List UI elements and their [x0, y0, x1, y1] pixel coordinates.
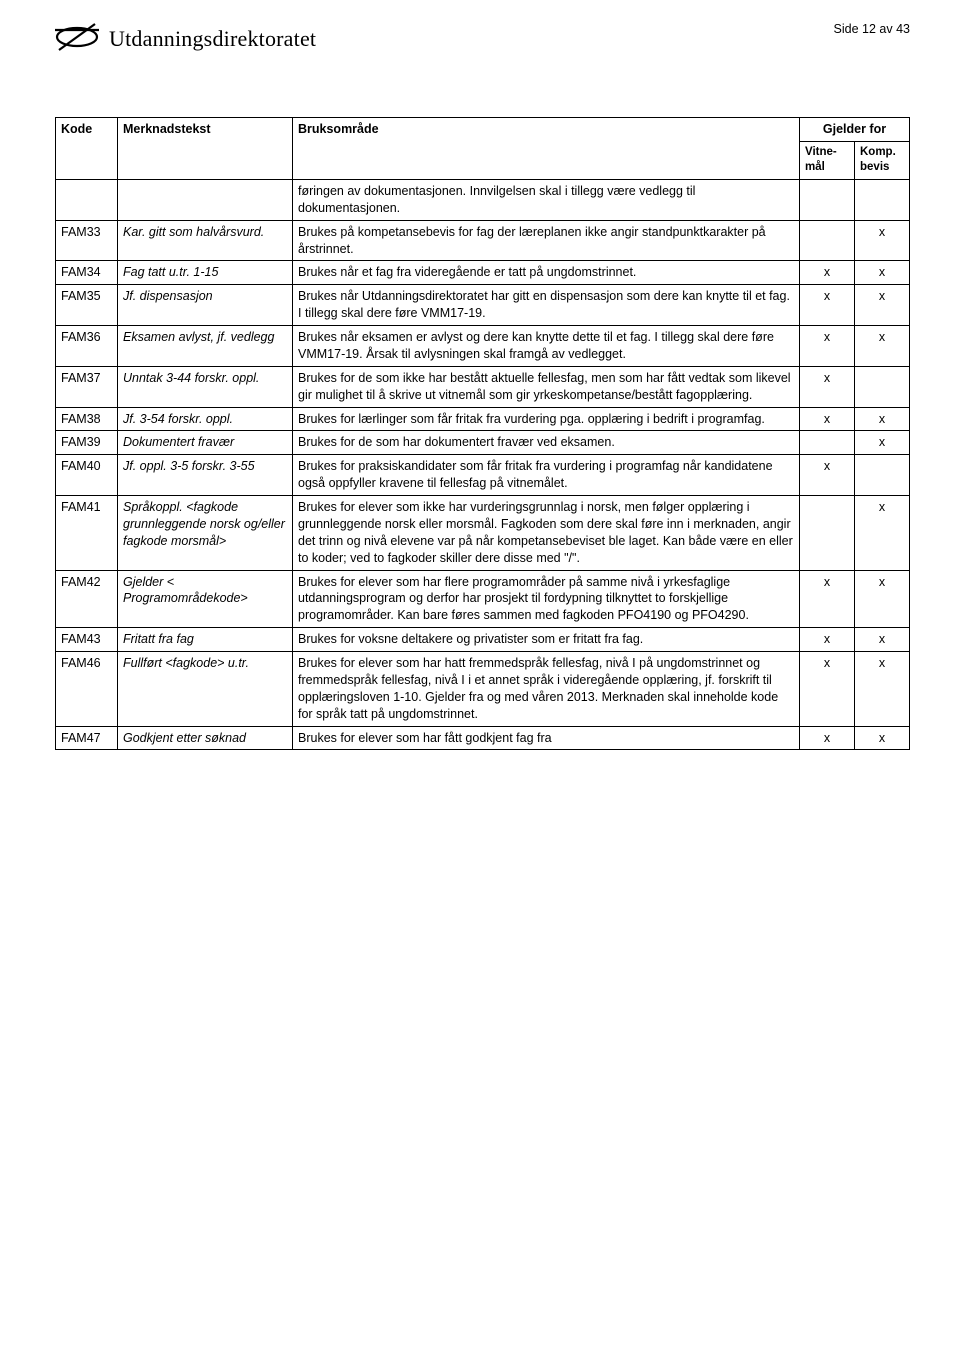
table-row: FAM41Språkoppl. <fagkode grunnleggende n…	[56, 496, 910, 571]
cell-vitnemal: x	[800, 455, 855, 496]
cell-bruk: Brukes for elever som har hatt fremmedsp…	[293, 652, 800, 727]
cell-vitnemal: x	[800, 261, 855, 285]
cell-kompbevis: x	[855, 220, 910, 261]
cell-merknad: Fag tatt u.tr. 1-15	[118, 261, 293, 285]
cell-merknad: Jf. oppl. 3-5 forskr. 3-55	[118, 455, 293, 496]
cell-bruk: Brukes for voksne deltakere og privatist…	[293, 628, 800, 652]
col-header-bruk: Bruksområde	[293, 118, 800, 180]
cell-vitnemal: x	[800, 652, 855, 727]
cell-vitnemal: x	[800, 407, 855, 431]
org-logo-block: Utdanningsdirektoratet	[55, 20, 316, 57]
cell-kode	[56, 179, 118, 220]
org-name: Utdanningsdirektoratet	[109, 26, 316, 52]
cell-vitnemal: x	[800, 285, 855, 326]
table-body: føringen av dokumentasjonen. Innvilgelse…	[56, 179, 910, 750]
table-row: føringen av dokumentasjonen. Innvilgelse…	[56, 179, 910, 220]
cell-kompbevis: x	[855, 496, 910, 571]
cell-vitnemal	[800, 496, 855, 571]
cell-bruk: Brukes på kompetansebevis for fag der læ…	[293, 220, 800, 261]
cell-kode: FAM36	[56, 326, 118, 367]
document-page: Utdanningsdirektoratet Side 12 av 43 Kod…	[0, 0, 960, 790]
cell-kompbevis	[855, 179, 910, 220]
table-row: FAM42Gjelder < Programområdekode>Brukes …	[56, 570, 910, 628]
cell-merknad: Godkjent etter søknad	[118, 726, 293, 750]
cell-kompbevis: x	[855, 407, 910, 431]
cell-kompbevis	[855, 455, 910, 496]
cell-kode: FAM43	[56, 628, 118, 652]
col-header-gjelder: Gjelder for	[800, 118, 910, 142]
cell-vitnemal: x	[800, 326, 855, 367]
cell-vitnemal	[800, 220, 855, 261]
cell-bruk: Brukes for de som ikke har bestått aktue…	[293, 366, 800, 407]
cell-bruk: Brukes for elever som har flere programo…	[293, 570, 800, 628]
cell-kode: FAM46	[56, 652, 118, 727]
col-header-merknad: Merknadstekst	[118, 118, 293, 180]
cell-kompbevis: x	[855, 326, 910, 367]
cell-bruk: Brukes for de som har dokumentert fravær…	[293, 431, 800, 455]
cell-kode: FAM38	[56, 407, 118, 431]
cell-kode: FAM37	[56, 366, 118, 407]
cell-bruk: Brukes for lærlinger som får fritak fra …	[293, 407, 800, 431]
cell-merknad: Språkoppl. <fagkode grunnleggende norsk …	[118, 496, 293, 571]
table-row: FAM47Godkjent etter søknadBrukes for ele…	[56, 726, 910, 750]
cell-bruk: Brukes for praksiskandidater som får fri…	[293, 455, 800, 496]
table-row: FAM34Fag tatt u.tr. 1-15Brukes når et fa…	[56, 261, 910, 285]
cell-bruk: Brukes for elever som ikke har vurdering…	[293, 496, 800, 571]
cell-kode: FAM33	[56, 220, 118, 261]
cell-merknad: Eksamen avlyst, jf. vedlegg	[118, 326, 293, 367]
cell-merknad: Kar. gitt som halvårsvurd.	[118, 220, 293, 261]
cell-kompbevis: x	[855, 652, 910, 727]
codes-table: Kode Merknadstekst Bruksområde Gjelder f…	[55, 117, 910, 750]
cell-kompbevis: x	[855, 628, 910, 652]
cell-vitnemal: x	[800, 570, 855, 628]
cell-bruk: Brukes når Utdanningsdirektoratet har gi…	[293, 285, 800, 326]
cell-vitnemal	[800, 431, 855, 455]
col-header-kode: Kode	[56, 118, 118, 180]
cell-merknad: Gjelder < Programområdekode>	[118, 570, 293, 628]
table-row: FAM46Fullført <fagkode> u.tr.Brukes for …	[56, 652, 910, 727]
cell-kompbevis: x	[855, 261, 910, 285]
table-row: FAM43Fritatt fra fagBrukes for voksne de…	[56, 628, 910, 652]
cell-kode: FAM39	[56, 431, 118, 455]
cell-merknad	[118, 179, 293, 220]
cell-kode: FAM40	[56, 455, 118, 496]
cell-kompbevis	[855, 366, 910, 407]
cell-bruk: føringen av dokumentasjonen. Innvilgelse…	[293, 179, 800, 220]
page-header: Utdanningsdirektoratet Side 12 av 43	[55, 20, 910, 57]
cell-vitnemal	[800, 179, 855, 220]
cell-kode: FAM42	[56, 570, 118, 628]
cell-merknad: Fritatt fra fag	[118, 628, 293, 652]
cell-bruk: Brukes når et fag fra videregående er ta…	[293, 261, 800, 285]
table-row: FAM35Jf. dispensasjonBrukes når Utdannin…	[56, 285, 910, 326]
table-row: FAM40Jf. oppl. 3-5 forskr. 3-55Brukes fo…	[56, 455, 910, 496]
table-row: FAM38Jf. 3-54 forskr. oppl.Brukes for læ…	[56, 407, 910, 431]
cell-vitnemal: x	[800, 628, 855, 652]
col-header-kompbevis: Komp. bevis	[855, 141, 910, 179]
cell-kompbevis: x	[855, 431, 910, 455]
cell-kompbevis: x	[855, 726, 910, 750]
cell-merknad: Fullført <fagkode> u.tr.	[118, 652, 293, 727]
table-row: FAM36Eksamen avlyst, jf. vedleggBrukes n…	[56, 326, 910, 367]
cell-kompbevis: x	[855, 570, 910, 628]
table-row: FAM39Dokumentert fraværBrukes for de som…	[56, 431, 910, 455]
org-logo-icon	[55, 20, 99, 57]
cell-kode: FAM47	[56, 726, 118, 750]
cell-bruk: Brukes for elever som har fått godkjent …	[293, 726, 800, 750]
cell-vitnemal: x	[800, 726, 855, 750]
table-row: FAM37Unntak 3-44 forskr. oppl.Brukes for…	[56, 366, 910, 407]
cell-kode: FAM41	[56, 496, 118, 571]
table-row: FAM33Kar. gitt som halvårsvurd.Brukes på…	[56, 220, 910, 261]
table-header-row-1: Kode Merknadstekst Bruksområde Gjelder f…	[56, 118, 910, 142]
cell-vitnemal: x	[800, 366, 855, 407]
cell-kode: FAM35	[56, 285, 118, 326]
page-number: Side 12 av 43	[834, 20, 910, 36]
cell-merknad: Unntak 3-44 forskr. oppl.	[118, 366, 293, 407]
col-header-vitnemal: Vitne-mål	[800, 141, 855, 179]
cell-bruk: Brukes når eksamen er avlyst og dere kan…	[293, 326, 800, 367]
cell-kode: FAM34	[56, 261, 118, 285]
cell-merknad: Dokumentert fravær	[118, 431, 293, 455]
cell-merknad: Jf. dispensasjon	[118, 285, 293, 326]
cell-kompbevis: x	[855, 285, 910, 326]
cell-merknad: Jf. 3-54 forskr. oppl.	[118, 407, 293, 431]
